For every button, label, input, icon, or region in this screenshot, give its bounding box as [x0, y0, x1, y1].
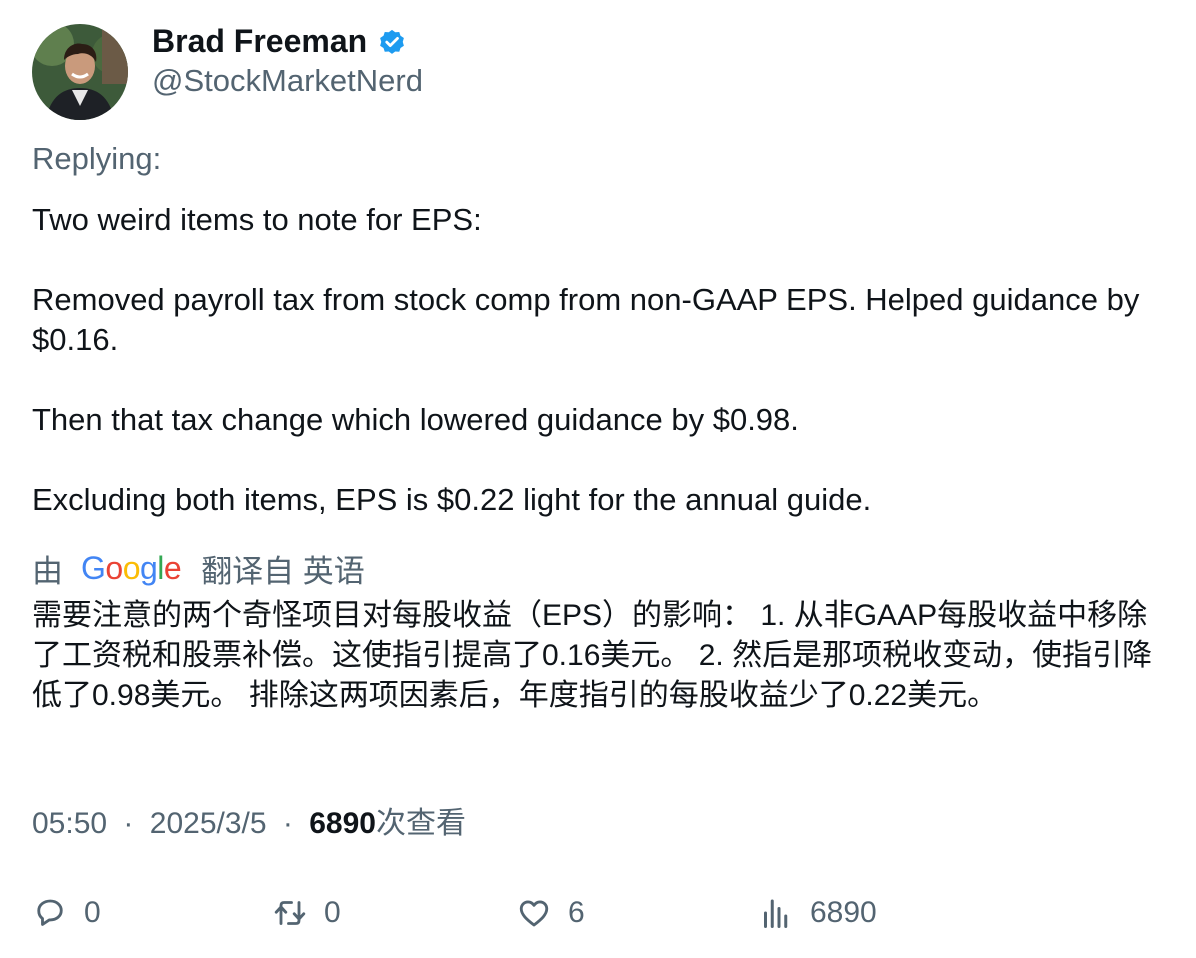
action-bar: 0 0 6 6890 — [32, 890, 1162, 936]
tweet-paragraph: Excluding both items, EPS is $0.22 light… — [32, 482, 872, 517]
translation-prefix: 由 — [32, 553, 63, 589]
tweet-text: Two weird items to note for EPS: Removed… — [32, 200, 1162, 520]
tweet-date[interactable]: 2025/3/5 — [149, 807, 267, 840]
like-count: 6 — [568, 896, 585, 929]
heart-icon — [516, 895, 552, 931]
views-label: 次查看 — [375, 807, 466, 840]
google-logo-letter: g — [139, 549, 158, 586]
retweet-button[interactable]: 0 — [272, 890, 341, 936]
verified-badge-icon — [377, 28, 407, 58]
replying-label: Replying: — [32, 141, 162, 176]
analytics-icon — [758, 895, 794, 931]
tweet-paragraph: Removed payroll tax from stock comp from… — [32, 282, 1140, 357]
author-name[interactable]: Brad Freeman — [152, 23, 368, 59]
tweet-paragraph: Then that tax change which lowered guida… — [32, 402, 799, 437]
avatar[interactable] — [32, 24, 128, 120]
translated-text: 需要注意的两个奇怪项目对每股收益（EPS）的影响： 1. 从非GAAP每股收益中… — [32, 599, 1153, 712]
like-button[interactable]: 6 — [516, 890, 585, 936]
google-logo-letter: o — [105, 549, 123, 586]
tweet-meta: 05:50 · 2025/3/5 · 6890次查看 — [32, 804, 466, 844]
reply-count: 0 — [84, 896, 101, 929]
views-button[interactable]: 6890 — [758, 890, 877, 936]
retweet-icon — [272, 895, 308, 931]
google-logo-letter: o — [122, 549, 141, 586]
author-handle[interactable]: @StockMarketNerd — [152, 63, 423, 98]
google-logo-letter: G — [81, 549, 106, 586]
avatar-image — [32, 24, 128, 120]
reply-icon — [32, 895, 68, 931]
meta-separator: · — [123, 807, 134, 840]
author-name-row[interactable]: Brad Freeman — [152, 22, 407, 60]
meta-separator: · — [282, 807, 293, 840]
google-logo-letter: e — [163, 549, 182, 586]
views-count: 6890 — [309, 807, 376, 840]
tweet-paragraph: Two weird items to note for EPS: — [32, 202, 482, 237]
reply-button[interactable]: 0 — [32, 890, 101, 936]
translation-suffix: 翻译自 英语 — [201, 553, 365, 589]
tweet-time[interactable]: 05:50 — [32, 807, 108, 840]
retweet-count: 0 — [324, 896, 341, 929]
google-logo-letter: l — [157, 549, 164, 586]
views-count-action: 6890 — [810, 896, 877, 929]
